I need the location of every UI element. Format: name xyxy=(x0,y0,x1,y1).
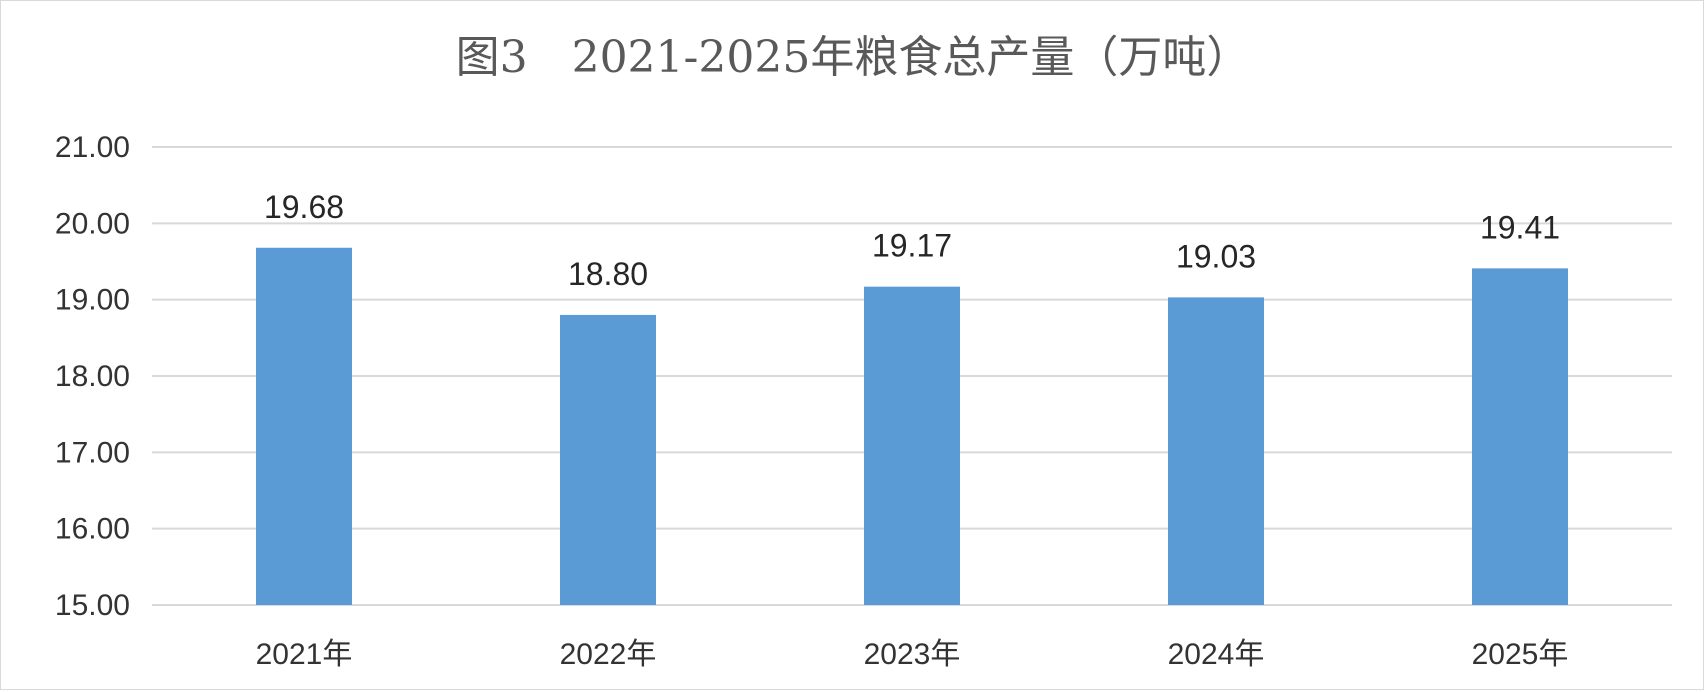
x-tick-label: 2024年 xyxy=(1168,638,1265,671)
data-label: 19.68 xyxy=(264,189,344,225)
x-tick-label: 2022年 xyxy=(560,638,657,671)
bars xyxy=(256,247,1568,605)
data-label: 19.03 xyxy=(1176,238,1256,274)
bar-2025 xyxy=(1472,268,1568,605)
bar-2023 xyxy=(864,286,960,605)
y-tick-label: 17.00 xyxy=(55,436,130,469)
x-tick-label: 2021年 xyxy=(256,638,353,671)
y-tick-label: 19.00 xyxy=(55,284,130,317)
y-axis-ticks: 15.00 16.00 17.00 18.00 19.00 20.00 21.00 xyxy=(55,131,130,622)
y-tick-label: 20.00 xyxy=(55,207,130,240)
chart-title: 图3 2021-2025年粮食总产量（万吨） xyxy=(456,32,1251,83)
y-tick-label: 15.00 xyxy=(55,589,130,622)
bar-2022 xyxy=(560,314,656,605)
data-label: 18.80 xyxy=(568,256,648,292)
data-label: 19.17 xyxy=(872,228,952,264)
y-tick-label: 16.00 xyxy=(55,513,130,546)
data-labels: 19.68 18.80 19.17 19.03 19.41 xyxy=(264,189,1560,292)
x-tick-label: 2025年 xyxy=(1472,638,1569,671)
data-label: 19.41 xyxy=(1480,209,1560,245)
x-axis-ticks: 2021年 2022年 2023年 2024年 2025年 xyxy=(256,638,1569,671)
bar-2024 xyxy=(1168,297,1264,605)
x-tick-label: 2023年 xyxy=(864,638,961,671)
bar-2021 xyxy=(256,247,352,605)
y-tick-label: 21.00 xyxy=(55,131,130,164)
y-tick-label: 18.00 xyxy=(55,360,130,393)
